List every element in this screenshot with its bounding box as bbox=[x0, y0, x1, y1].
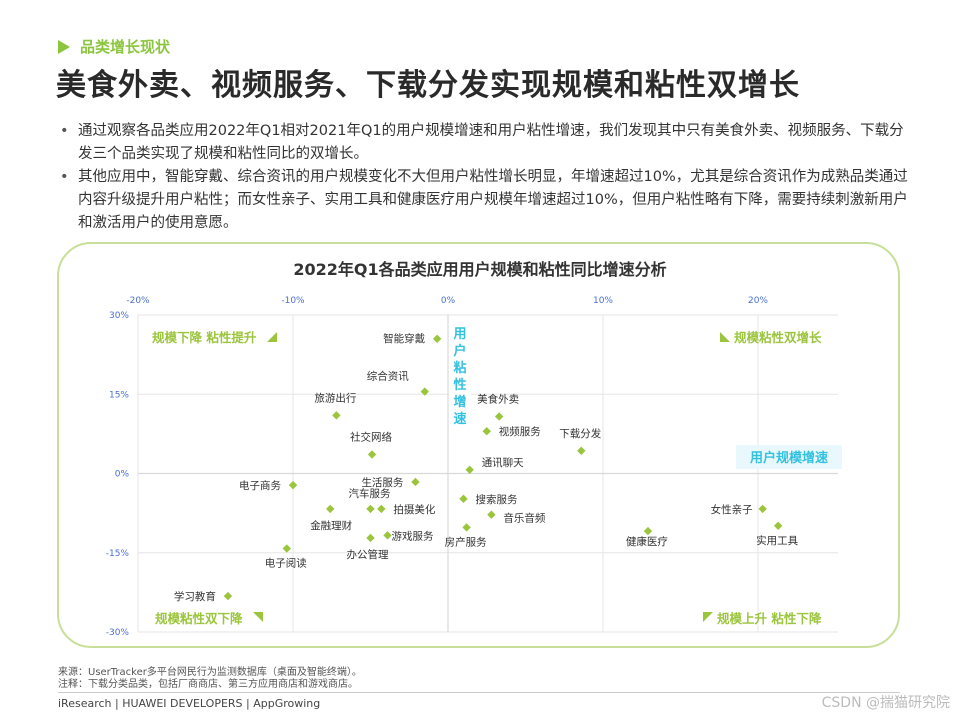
bullet-list: 通过观察各品类应用2022年Q1相对2021年Q1的用户规模增速和用户粘性增速，… bbox=[60, 120, 910, 235]
data-point bbox=[366, 504, 375, 514]
y-tick-label: -15% bbox=[106, 549, 130, 559]
triangle-icon bbox=[267, 332, 277, 342]
data-point bbox=[367, 450, 377, 459]
data-label: 视频服务 bbox=[499, 425, 541, 438]
data-point bbox=[643, 526, 653, 536]
data-label: 生活服务 bbox=[361, 476, 403, 489]
x-tick-label: -10% bbox=[281, 296, 305, 306]
bullet-item: 通过观察各品类应用2022年Q1相对2021年Q1的用户规模增速和用户粘性增速，… bbox=[60, 120, 910, 166]
data-point bbox=[487, 510, 496, 519]
data-point bbox=[758, 504, 767, 514]
data-label: 通讯聊天 bbox=[482, 456, 524, 469]
data-point bbox=[223, 591, 233, 601]
data-label: 实用工具 bbox=[756, 534, 798, 547]
data-point bbox=[462, 523, 471, 532]
data-label: 电子阅读 bbox=[265, 557, 307, 570]
data-label: 社交网络 bbox=[350, 430, 392, 443]
data-point bbox=[577, 446, 586, 455]
data-point bbox=[773, 521, 783, 531]
y-axis-title-char: 粘 bbox=[452, 360, 466, 376]
data-point bbox=[366, 533, 375, 543]
data-label: 汽车服务 bbox=[349, 487, 391, 500]
data-label: 旅游出行 bbox=[314, 391, 356, 404]
data-point bbox=[288, 480, 298, 490]
quadrant-label-top-left: 规模下降 粘性提升 bbox=[152, 330, 257, 345]
page-title: 美食外卖、视频服务、下载分发实现规模和粘性双增长 bbox=[56, 68, 800, 103]
data-label: 电子商务 bbox=[239, 479, 281, 492]
data-point bbox=[377, 504, 386, 514]
triangle-icon bbox=[720, 332, 730, 342]
footer-brands: iResearch | HUAWEI DEVELOPERS | AppGrowi… bbox=[58, 697, 321, 710]
data-point bbox=[432, 334, 442, 343]
y-axis-title-char: 性 bbox=[453, 377, 466, 393]
data-label: 办公管理 bbox=[347, 548, 389, 561]
x-axis-title: 用户规模增速 bbox=[749, 450, 828, 466]
data-label: 房产服务 bbox=[445, 535, 487, 548]
watermark: CSDN @揣猫研究院 bbox=[821, 695, 950, 711]
data-label: 智能穿戴 bbox=[383, 332, 425, 345]
y-axis-title-char: 用 bbox=[452, 327, 466, 342]
x-axis-title-bg bbox=[736, 445, 842, 469]
data-point bbox=[326, 504, 335, 514]
y-axis-title-char: 速 bbox=[453, 411, 466, 427]
chart-title: 2022年Q1各品类应用用户规模和粘性同比增速分析 bbox=[293, 260, 667, 279]
triangle-icon bbox=[253, 612, 263, 622]
play-triangle-icon bbox=[58, 39, 70, 54]
section-tag: 品类增长现状 bbox=[58, 36, 170, 57]
data-point bbox=[459, 494, 468, 504]
y-tick-label: -30% bbox=[106, 628, 130, 638]
quadrant-label-bottom-right: 规模上升 粘性下降 bbox=[717, 611, 822, 626]
data-label: 综合资讯 bbox=[367, 370, 409, 383]
footer-divider bbox=[58, 692, 900, 693]
y-tick-label: 30% bbox=[109, 311, 129, 321]
data-label: 美食外卖 bbox=[477, 392, 519, 405]
y-tick-label: 15% bbox=[109, 390, 129, 400]
data-point bbox=[282, 544, 291, 553]
x-tick-label: 20% bbox=[748, 296, 768, 306]
data-label: 下载分发 bbox=[559, 427, 601, 440]
data-label: 学习教育 bbox=[174, 590, 216, 603]
quadrant-label-top-right: 规模粘性双增长 bbox=[734, 330, 822, 345]
y-axis-title-char: 户 bbox=[453, 343, 466, 359]
data-point bbox=[411, 477, 420, 487]
footnote-source: 来源：UserTracker多平台网民行为监测数据库（桌面及智能终端）。 bbox=[58, 667, 362, 678]
data-label: 女性亲子 bbox=[711, 503, 753, 516]
data-point bbox=[465, 465, 474, 475]
data-point bbox=[332, 411, 341, 420]
footnote-note: 注释：下载分类品类，包括厂商商店、第三方应用商店和游戏商店。 bbox=[58, 679, 358, 690]
data-point bbox=[383, 531, 392, 540]
x-tick-label: 0% bbox=[441, 296, 456, 306]
chart-frame bbox=[57, 242, 900, 648]
y-tick-label: 0% bbox=[115, 470, 130, 480]
data-point bbox=[420, 387, 429, 396]
data-label: 搜索服务 bbox=[476, 493, 518, 506]
data-label: 金融理财 bbox=[310, 519, 352, 532]
data-label: 拍摄美化 bbox=[393, 503, 435, 516]
x-tick-label: -20% bbox=[126, 296, 150, 306]
data-label: 健康医疗 bbox=[626, 535, 668, 548]
bullet-item: 其他应用中，智能穿戴、综合资讯的用户规模变化不大但用户粘性增长明显，年增速超过1… bbox=[60, 166, 910, 235]
section-label: 品类增长现状 bbox=[80, 38, 171, 56]
data-point bbox=[494, 412, 504, 421]
data-label: 音乐音频 bbox=[503, 512, 545, 525]
y-axis-title-bg bbox=[449, 320, 471, 430]
x-tick-label: 10% bbox=[593, 296, 613, 306]
y-axis-title-char: 增 bbox=[453, 394, 466, 410]
data-label: 游戏服务 bbox=[392, 529, 434, 542]
triangle-icon bbox=[703, 612, 713, 622]
quadrant-label-bottom-left: 规模粘性双下降 bbox=[155, 611, 243, 626]
data-point bbox=[482, 427, 491, 436]
